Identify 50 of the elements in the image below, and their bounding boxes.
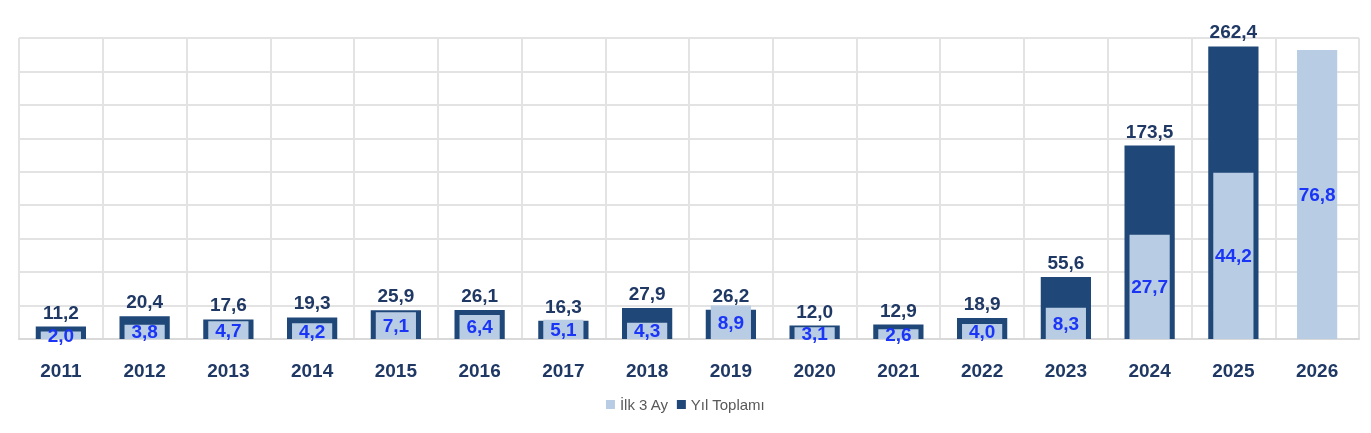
data-label: 4,0 — [968, 320, 996, 342]
x-tick-label: 2018 — [625, 360, 669, 381]
x-tick-label: 2015 — [374, 360, 418, 381]
data-label: 8,3 — [1052, 312, 1080, 334]
data-label: 12,0 — [796, 300, 834, 322]
data-label: 20,4 — [126, 291, 164, 313]
data-label: 8,9 — [717, 311, 745, 333]
data-label: 17,6 — [209, 294, 247, 316]
data-label: 4,3 — [633, 320, 661, 342]
data-label: 11,2 — [42, 301, 79, 323]
x-tick-label: 2025 — [1212, 360, 1255, 381]
x-tick-label: 2020 — [793, 360, 836, 381]
x-tick-label: 2011 — [40, 360, 82, 381]
legend-label: İlk 3 Ay — [619, 396, 669, 413]
x-tick-label: 2017 — [542, 360, 585, 381]
data-label: 16,3 — [544, 295, 582, 317]
bar — [1297, 50, 1338, 339]
data-label: 4,7 — [215, 319, 242, 341]
data-label: 7,1 — [382, 315, 410, 337]
data-label: 3,1 — [801, 322, 829, 344]
x-tick-label: 2012 — [123, 360, 166, 381]
data-label: 6,4 — [466, 316, 494, 338]
data-label: 18,9 — [963, 292, 1001, 314]
x-tick-label: 2013 — [207, 360, 250, 381]
data-label: 173,5 — [1125, 120, 1174, 142]
data-label: 2,0 — [47, 324, 75, 346]
x-tick-label: 2016 — [458, 360, 501, 381]
data-label: 262,4 — [1209, 21, 1258, 43]
x-tick-label: 2019 — [709, 360, 753, 381]
data-label: 12,9 — [879, 299, 917, 321]
data-label: 55,6 — [1047, 252, 1085, 274]
x-tick-label: 2026 — [1295, 360, 1339, 381]
data-label: 5,1 — [550, 318, 578, 340]
data-label: 27,7 — [1131, 276, 1169, 298]
data-label: 3,8 — [131, 321, 158, 343]
data-label: 19,3 — [293, 292, 331, 314]
data-label: 26,1 — [461, 284, 499, 306]
data-label: 44,2 — [1214, 245, 1252, 267]
x-tick-label: 2021 — [877, 360, 920, 381]
legend-label: Yıl Toplamı — [690, 396, 765, 413]
x-tick-label: 2023 — [1044, 360, 1088, 381]
data-label: 2,6 — [885, 323, 912, 345]
data-label: 25,9 — [377, 285, 415, 307]
data-label: 27,9 — [628, 282, 666, 304]
data-label: 26,2 — [712, 284, 750, 306]
x-tick-label: 2024 — [1128, 360, 1172, 381]
data-label: 4,2 — [298, 320, 326, 342]
data-label: 76,8 — [1298, 184, 1336, 206]
x-tick-label: 2022 — [960, 360, 1004, 381]
x-tick-label: 2014 — [290, 360, 334, 381]
